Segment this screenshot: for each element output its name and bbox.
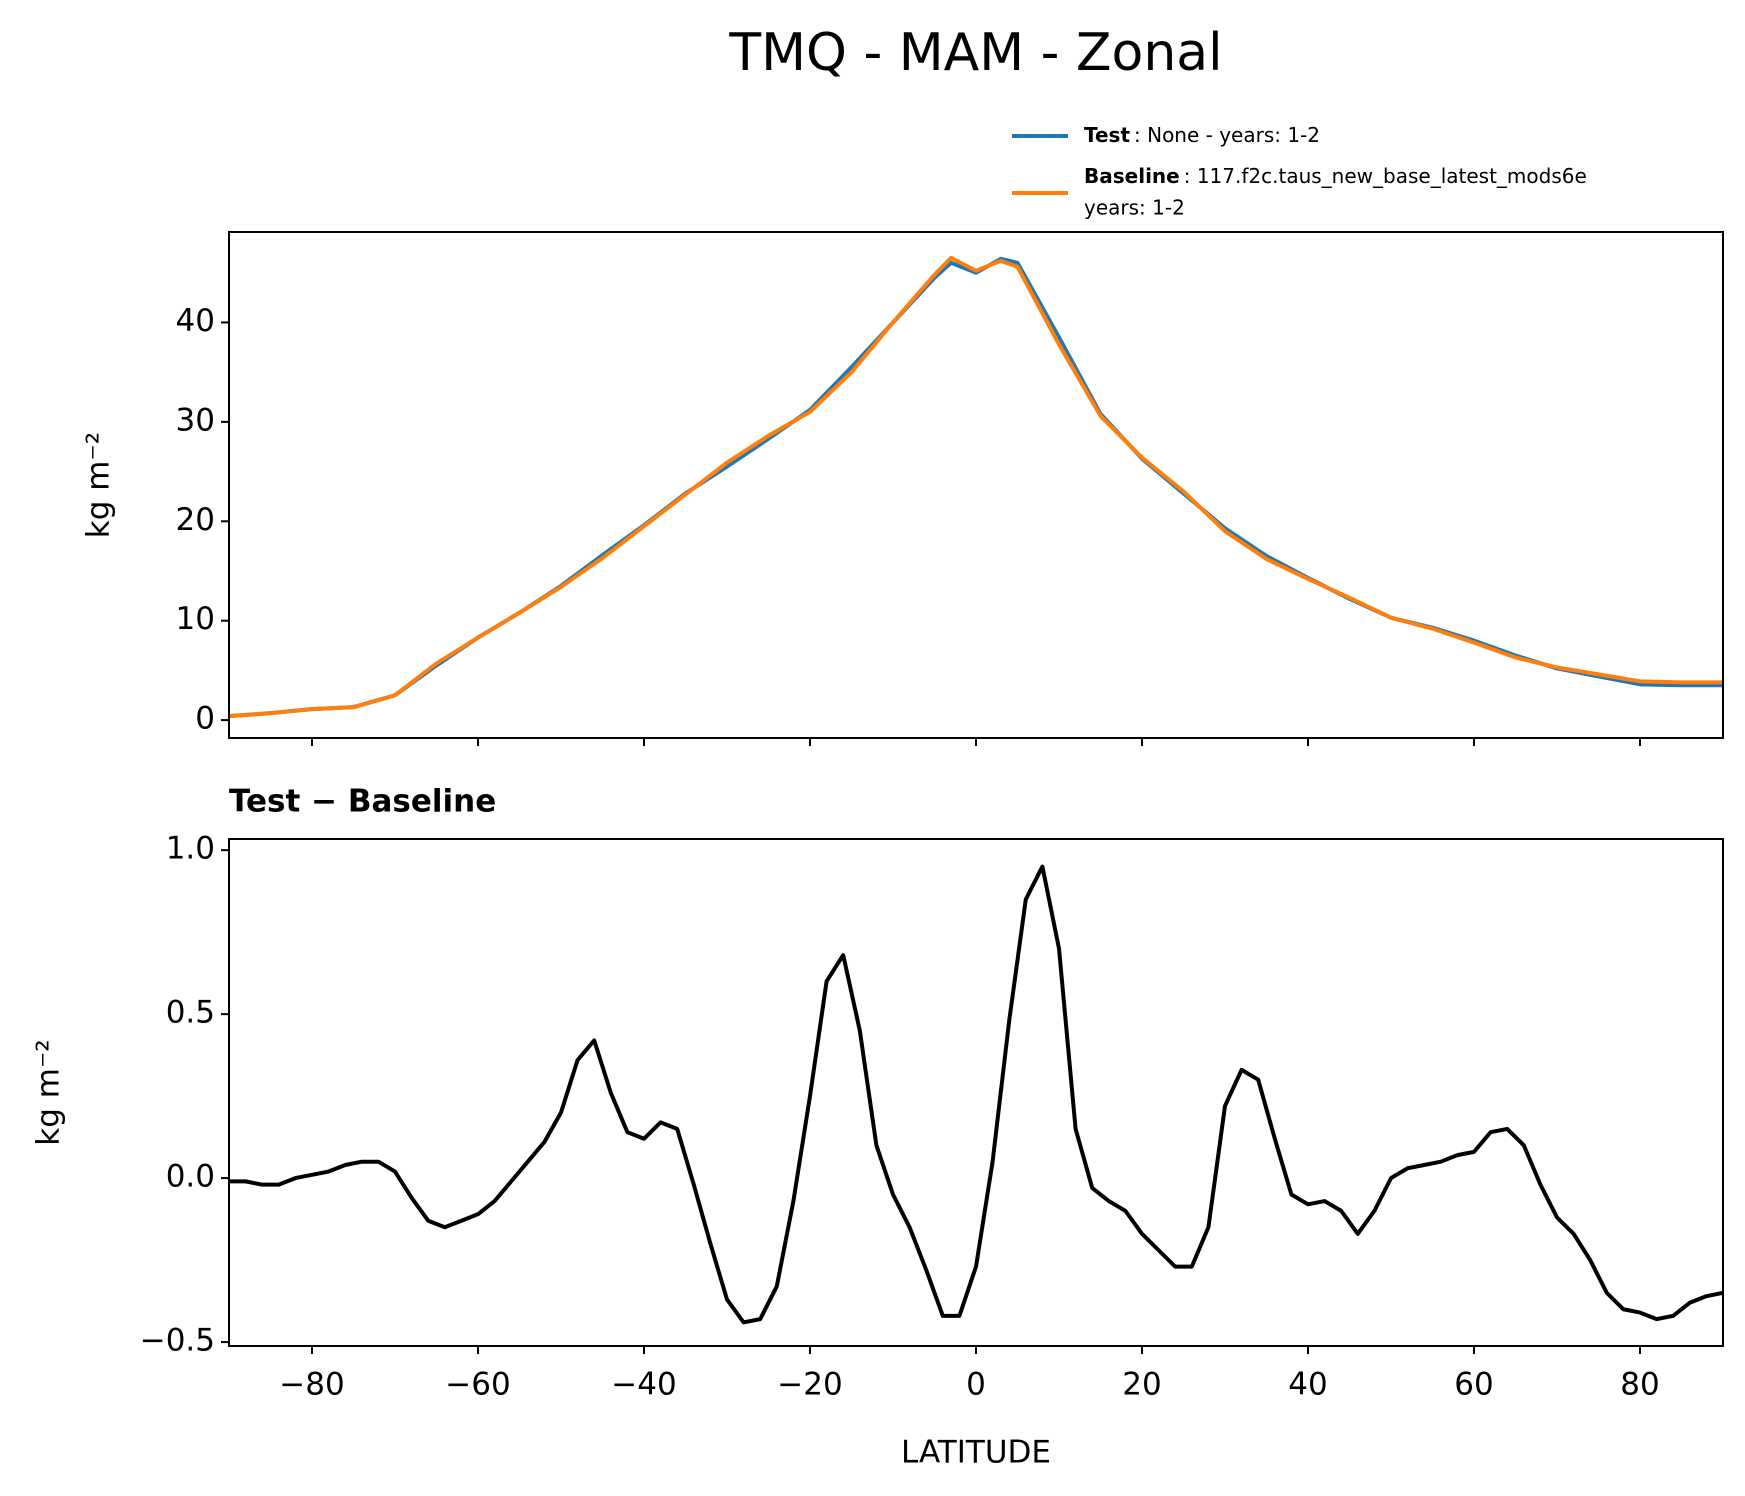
x-tick-label: −60 [445, 1367, 510, 1403]
x-tick-label: 0 [966, 1367, 986, 1403]
y-axis-label: kg m⁻² [81, 432, 117, 538]
series-line [229, 256, 1723, 719]
x-tick-label: 20 [1122, 1367, 1161, 1403]
series-line [229, 864, 1723, 1325]
x-tick-label: −40 [611, 1367, 676, 1403]
y-tick-label: 1.0 [166, 831, 215, 867]
y-tick-label: 40 [176, 303, 215, 339]
y-tick-label: 0.0 [166, 1159, 215, 1195]
y-axis-label: kg m⁻² [31, 1039, 67, 1145]
subtitle: Test − Baseline [229, 784, 496, 820]
y-tick-label: 10 [176, 601, 215, 637]
y-tick-label: −0.5 [140, 1323, 215, 1359]
legend-label: Test: None - years: 1-2 [1084, 123, 1320, 147]
x-tick-label: 40 [1288, 1367, 1327, 1403]
legend-name: Test [1084, 123, 1130, 147]
axes-frame [228, 231, 1724, 739]
y-tick-label: 0.5 [166, 995, 215, 1031]
y-tick-label: 30 [176, 402, 215, 438]
series-line [229, 255, 1723, 719]
y-tick-label: 0 [195, 701, 215, 737]
legend-description: : None - years: 1-2 [1134, 123, 1320, 147]
x-tick-label: −80 [279, 1367, 344, 1403]
legend-description: years: 1-2 [1084, 196, 1185, 220]
x-axis-label: LATITUDE [901, 1435, 1051, 1471]
axes-frame [228, 838, 1724, 1347]
legend-label: Baseline: 117.f2c.taus_new_base_latest_m… [1084, 164, 1587, 188]
x-tick-label: −20 [777, 1367, 842, 1403]
legend-description: : 117.f2c.taus_new_base_latest_mods6e [1184, 164, 1587, 188]
x-tick-label: 80 [1620, 1367, 1659, 1403]
chart-title: TMQ - MAM - Zonal [728, 23, 1222, 83]
y-tick-label: 20 [176, 502, 215, 538]
legend-name: Baseline [1084, 164, 1180, 188]
x-tick-label: 60 [1454, 1367, 1493, 1403]
